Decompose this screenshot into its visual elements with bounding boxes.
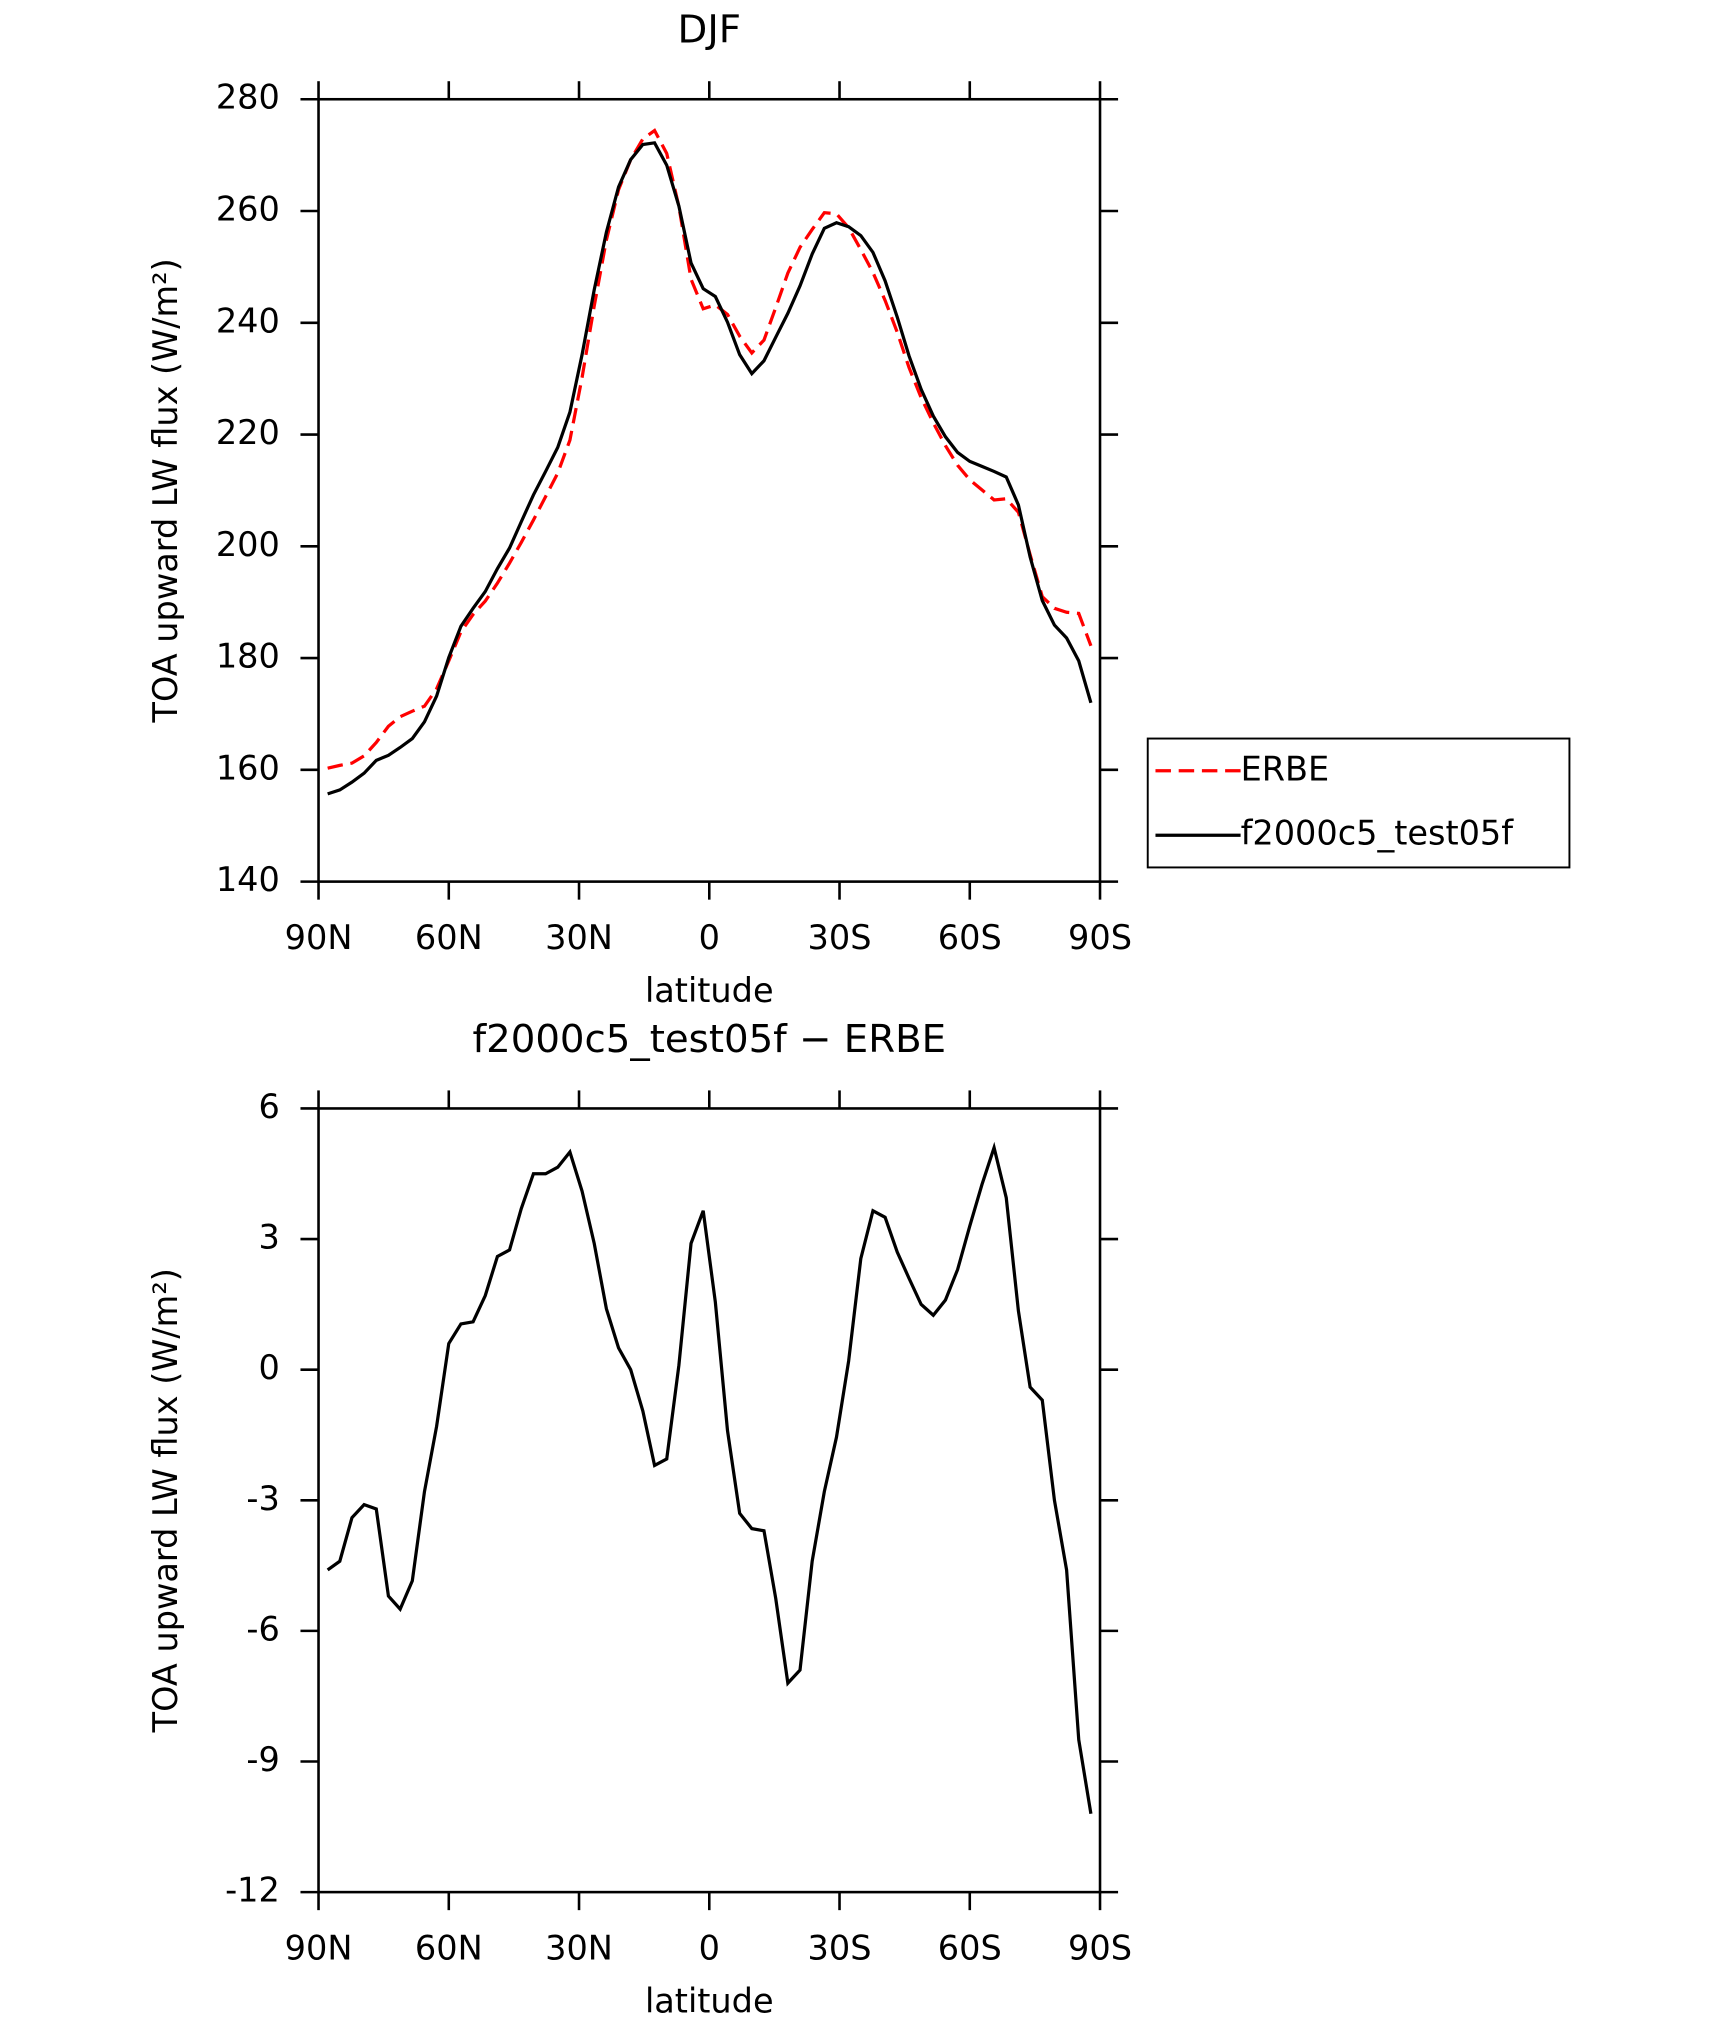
legend-label: ERBE <box>1241 749 1330 788</box>
x-tick-label: 60N <box>415 918 483 957</box>
y-tick-label: -6 <box>246 1609 279 1648</box>
x-tick-label: 60S <box>938 1929 1002 1968</box>
x-tick-label: 60N <box>415 1929 483 1968</box>
x-axis-label: latitude <box>645 971 774 1010</box>
x-tick-label: 30S <box>808 918 872 957</box>
y-tick-label: 220 <box>216 413 280 452</box>
data-line <box>327 141 1093 796</box>
y-tick-label: 3 <box>259 1218 280 1257</box>
data-line <box>326 1141 1093 1815</box>
y-tick-label: 140 <box>216 860 280 899</box>
data-line <box>327 128 1093 770</box>
plot-frame <box>317 1107 1102 1894</box>
y-axis-label: TOA upward LW flux (W/m²) <box>146 258 185 723</box>
x-tick-label: 90S <box>1068 1929 1132 1968</box>
x-tick-label: 90S <box>1068 918 1132 957</box>
y-tick-label: 280 <box>216 78 280 117</box>
x-tick-label: 0 <box>699 1929 720 1968</box>
y-axis-label: TOA upward LW flux (W/m²) <box>146 1268 185 1733</box>
x-tick-label: 60S <box>938 918 1002 957</box>
y-tick-label: 240 <box>216 301 280 340</box>
y-tick-label: -3 <box>246 1479 279 1518</box>
y-tick-label: 200 <box>216 525 280 564</box>
x-tick-label: 90N <box>285 918 353 957</box>
y-tick-label: 260 <box>216 190 280 229</box>
x-tick-label: 90N <box>285 1929 353 1968</box>
y-tick-label: -12 <box>225 1871 280 1910</box>
x-axis-label: latitude <box>645 1981 774 2020</box>
x-tick-label: 30N <box>545 918 613 957</box>
legend-label: f2000c5_test05f <box>1241 814 1515 853</box>
y-tick-label: 6 <box>259 1087 280 1126</box>
chart-title: f2000c5_test05f − ERBE <box>473 1017 947 1062</box>
y-tick-label: 160 <box>216 748 280 787</box>
legend-box <box>1146 737 1571 869</box>
y-tick-label: -9 <box>246 1740 279 1779</box>
x-tick-label: 30N <box>545 1929 613 1968</box>
chart-title: DJF <box>678 8 741 53</box>
y-tick-label: 180 <box>216 637 280 676</box>
x-tick-label: 0 <box>699 918 720 957</box>
y-tick-label: 0 <box>259 1348 280 1387</box>
x-tick-label: 30S <box>808 1929 872 1968</box>
